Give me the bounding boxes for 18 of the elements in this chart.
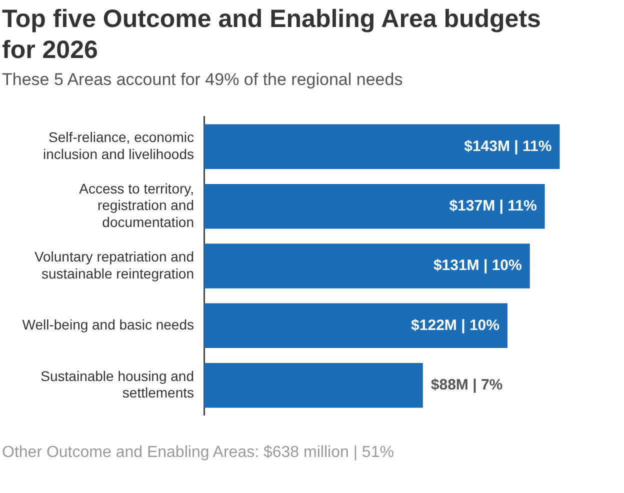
text: Other Outcome and Enabling Areas: $638 million | 51%	[2, 444, 395, 462]
y-tick-label: Voluntary repatriation and sustainable reintegration	[34, 248, 194, 282]
y-tick-label: Sustainable housing and settlements	[40, 368, 194, 401]
chart-subtitle: These 5 Areas account for 49% of the regional needs	[2, 70, 404, 90]
data-label: $137M | 11%	[449, 197, 537, 214]
bar	[204, 184, 545, 229]
data-label: $131M | 10%	[433, 257, 522, 274]
chart-title: Top five Outcome and Enabling Area budgets for 2026	[2, 4, 542, 66]
data-label: $88M | 7%	[430, 376, 503, 394]
bar	[204, 362, 423, 408]
data-label: $122M | 10%	[411, 316, 500, 334]
y-tick-label: Well-being and basic needs	[22, 316, 194, 333]
bar	[204, 244, 530, 288]
y-tick-label: Access to territory, registration and documentation	[79, 180, 194, 230]
data-label: $143M | 11%	[464, 138, 552, 155]
bar	[204, 303, 508, 348]
bar	[204, 124, 560, 170]
y-tick-label: Self-reliance, economic inclusion and livelihoods	[43, 129, 194, 162]
